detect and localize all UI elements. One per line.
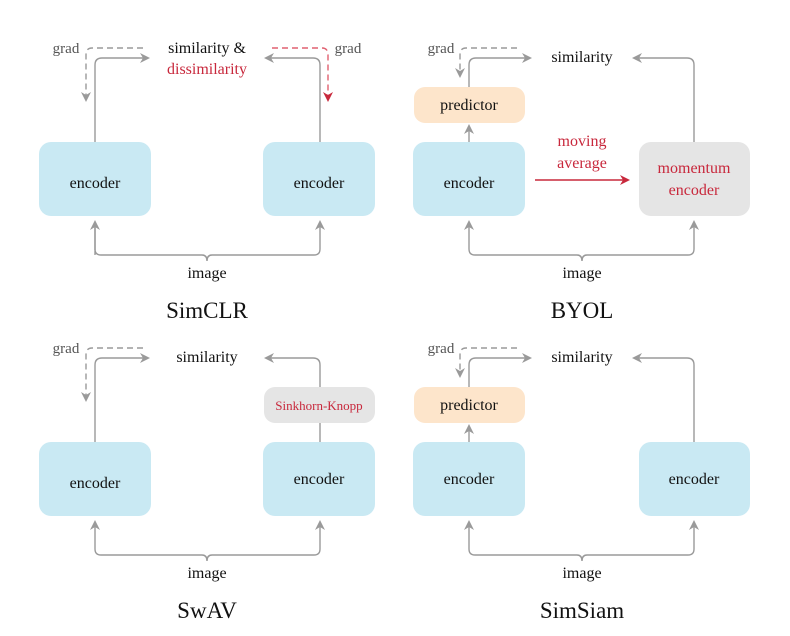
image-brace xyxy=(94,222,320,262)
image-label: image xyxy=(562,265,601,282)
encoder-left-label: encoder xyxy=(70,175,121,192)
image-label: image xyxy=(562,565,601,582)
encoder-left-box xyxy=(39,442,151,516)
arrow-predictor-similarity xyxy=(468,353,532,387)
image-brace xyxy=(94,520,325,562)
moving-label: moving xyxy=(558,133,607,150)
arrow-right-up xyxy=(264,53,321,142)
encoder-left-box xyxy=(413,442,525,516)
arrow-right-up xyxy=(632,353,695,442)
momentum-encoder-label: encoder xyxy=(669,182,720,199)
encoder-left-label: encoder xyxy=(70,475,121,492)
encoder-right-label: encoder xyxy=(669,471,720,488)
grad-arrow-right xyxy=(272,47,333,102)
predictor-label: predictor xyxy=(440,97,498,114)
encoder-right-label: encoder xyxy=(294,175,345,192)
arrow-momentum-similarity xyxy=(632,53,695,142)
grad-arrow xyxy=(455,347,517,378)
encoder-left-box xyxy=(39,142,151,216)
momentum-encoder-box xyxy=(639,142,750,216)
grad-left-label: grad xyxy=(53,41,80,57)
predictor-label: predictor xyxy=(440,397,498,414)
panel-title: BYOL xyxy=(551,298,614,323)
arrow-predictor-similarity xyxy=(468,53,532,87)
sinkhorn-knopp-label: Sinkhorn-Knopp xyxy=(275,398,362,413)
similarity-label: similarity xyxy=(176,349,237,366)
grad-arrow xyxy=(455,47,517,78)
similarity-label: similarity & xyxy=(168,40,246,57)
grad-label: grad xyxy=(428,41,455,57)
encoder-right-label: encoder xyxy=(294,471,345,488)
arrow-right-up xyxy=(266,358,321,442)
panel-swav: encoder encoder Sinkhorn-Knopp grad simi… xyxy=(39,341,375,623)
similarity-label: similarity xyxy=(551,349,612,366)
encoder-right-box xyxy=(639,442,750,516)
dissimilarity-label: dissimilarity xyxy=(167,61,247,78)
encoder-right-box xyxy=(263,442,375,516)
image-label: image xyxy=(187,565,226,582)
panel-simclr: encoder encoder grad grad similarity & d… xyxy=(39,40,375,323)
encoder-label: encoder xyxy=(444,175,495,192)
average-label: average xyxy=(557,155,607,172)
predictor-box xyxy=(414,87,525,123)
grad-arrow-left xyxy=(81,47,143,102)
grad-label: grad xyxy=(428,341,455,357)
momentum-label: momentum xyxy=(658,160,731,177)
similarity-label: similarity xyxy=(551,49,612,66)
encoder-box xyxy=(413,142,525,216)
image-label: image xyxy=(187,265,226,282)
panel-byol: predictor encoder momentum encoder grad … xyxy=(413,41,750,323)
grad-arrow xyxy=(81,347,143,402)
encoder-left-label: encoder xyxy=(444,471,495,488)
grad-right-label: grad xyxy=(335,41,362,57)
arrow-left-up xyxy=(94,53,150,142)
arrow-left-up xyxy=(94,353,150,442)
image-brace xyxy=(468,520,699,562)
encoder-right-box xyxy=(263,142,375,216)
panel-title: SwAV xyxy=(177,598,237,623)
grad-label: grad xyxy=(53,341,80,357)
panel-simsiam: predictor encoder encoder grad similarit… xyxy=(413,341,750,623)
predictor-box xyxy=(414,387,525,423)
sinkhorn-knopp-box xyxy=(264,387,375,423)
panel-title: SimSiam xyxy=(540,598,624,623)
image-brace xyxy=(468,220,699,262)
panel-title: SimCLR xyxy=(166,298,248,323)
